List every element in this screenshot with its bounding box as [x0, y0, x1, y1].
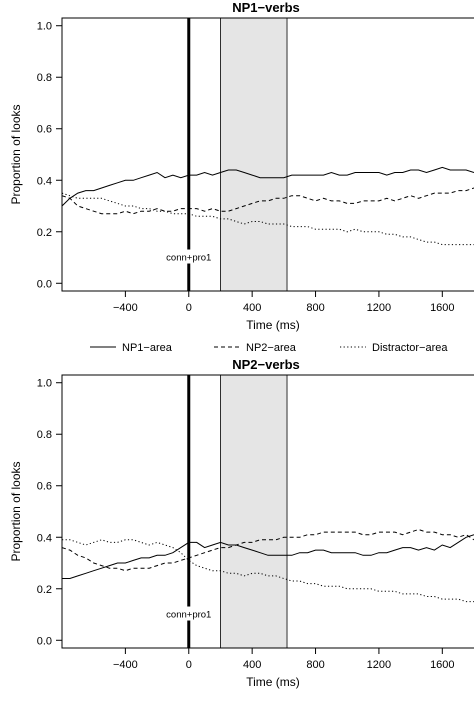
y-tick-label: 0.8	[37, 429, 52, 441]
legend: NP1−area NP2−area Distractor−area	[90, 342, 448, 354]
x-tick-label: 1600	[430, 302, 454, 314]
y-tick-label: 1.0	[37, 21, 52, 33]
x-tick-label: 0	[186, 659, 192, 671]
shaded-region	[220, 17, 288, 292]
x-tick-label: 0	[186, 302, 192, 314]
plot-frame	[61, 17, 474, 292]
y-tick-label: 0.2	[37, 227, 52, 239]
panel-2: conn+pro1 NP2−verbs 0.0 0.2 0.4 0.6 0.8 1.0 −400…	[9, 357, 474, 689]
panel-title: NP1−verbs	[232, 0, 300, 15]
x-tick-label: 1200	[367, 659, 391, 671]
vline-label: conn+pro1	[166, 253, 211, 264]
shaded-region	[220, 374, 288, 649]
x-tick-label: 400	[243, 659, 261, 671]
y-tick-label: 0.2	[37, 584, 52, 596]
series-line-2	[62, 187, 474, 215]
panel-1: conn+pro1 NP1−verbs 0.0 0.2 0.4 0.6 0.8 1.0 −400…	[9, 0, 474, 332]
y-tick-label: 0.4	[37, 532, 52, 544]
x-tick-label: 400	[243, 302, 261, 314]
series-line-1	[62, 534, 474, 579]
y-tick-label: 0.6	[37, 124, 52, 136]
x-tick-label: −400	[113, 302, 138, 314]
x-tick-label: −400	[113, 659, 138, 671]
x-tick-label: 1200	[367, 302, 391, 314]
y-axis-label: Proportion of looks	[9, 461, 23, 561]
x-tick-label: 1600	[430, 659, 454, 671]
vline-label-bg	[161, 249, 216, 264]
x-tick-label: 800	[306, 302, 324, 314]
x-tick-label: 800	[306, 659, 324, 671]
x-axis-label: Time (ms)	[246, 318, 300, 332]
y-tick-label: 0.4	[37, 175, 52, 187]
vline-label-bg	[161, 606, 216, 621]
y-tick-label: 1.0	[37, 378, 52, 390]
vline-label: conn+pro1	[166, 610, 211, 621]
legend-label-1: NP1−area	[122, 342, 173, 354]
legend-label-3: Distractor−area	[372, 342, 448, 354]
series-line-1	[62, 166, 474, 207]
legend-label-2: NP2−area	[246, 342, 297, 354]
plot-frame	[61, 374, 474, 649]
y-tick-label: 0.0	[37, 278, 52, 290]
x-axis-label: Time (ms)	[246, 675, 300, 689]
y-tick-label: 0.0	[37, 635, 52, 647]
y-axis-label: Proportion of looks	[9, 104, 23, 204]
y-tick-label: 0.6	[37, 481, 52, 493]
panel-title: NP2−verbs	[232, 357, 300, 372]
y-tick-label: 0.8	[37, 72, 52, 84]
